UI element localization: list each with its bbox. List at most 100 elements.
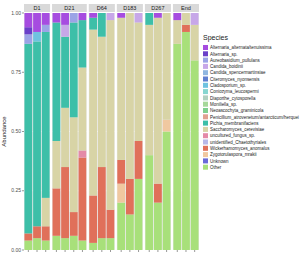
legend-label: Candida_spencermartinsiae <box>210 70 266 75</box>
y-tick <box>22 13 24 14</box>
legend-swatch <box>203 121 208 126</box>
legend-label: Coniozyma_leucospermi <box>210 89 259 94</box>
bars <box>145 13 170 250</box>
legend-swatch <box>203 133 208 138</box>
bar-segment <box>135 22 143 141</box>
bar-segment <box>42 241 50 250</box>
y-tick <box>22 250 24 251</box>
bar-segment <box>89 30 97 196</box>
bar-segment <box>135 179 143 250</box>
bar-segment <box>52 141 60 188</box>
bar-segment <box>126 13 134 179</box>
bar-segment <box>117 184 125 203</box>
panel-background <box>89 13 115 250</box>
bar-segment <box>145 13 153 25</box>
bar-segment <box>98 13 106 14</box>
bar-segment <box>145 25 153 155</box>
legend-label: Candida_boidinii <box>210 64 243 69</box>
bar-segment <box>182 13 190 25</box>
bar-segment <box>126 13 134 14</box>
x-tick <box>166 250 167 252</box>
bar-segment <box>117 203 125 250</box>
bars <box>24 13 49 250</box>
facet-strip <box>24 4 50 12</box>
bar-segment <box>191 60 199 250</box>
x-tick <box>93 250 94 252</box>
bar-segment <box>126 214 134 250</box>
bar-segment <box>42 198 50 226</box>
bar-segment <box>182 13 190 14</box>
x-tick <box>101 250 102 252</box>
chart: D1D21D64D183D267End0.000.250.500.751.00A… <box>0 0 300 266</box>
legend-label: Zygotorulaspora_mrakii <box>210 152 257 157</box>
legend-swatch <box>203 114 208 119</box>
bar-segment <box>70 236 78 250</box>
y-tick <box>22 72 24 73</box>
bar-segment <box>163 13 171 14</box>
bar-segment <box>163 120 171 132</box>
bar-segment <box>126 13 134 14</box>
bar-segment <box>98 13 106 14</box>
bar-segment <box>145 13 153 14</box>
bar-segment <box>135 13 143 14</box>
x-tick <box>177 250 178 252</box>
bar-segment <box>98 167 106 238</box>
bar-segment <box>182 13 190 14</box>
bar-segment <box>70 13 78 22</box>
y-tick-label: 1.00 <box>11 10 21 16</box>
bar-segment <box>182 13 190 14</box>
legend-label: Other <box>210 165 222 170</box>
bar-segment <box>98 13 106 14</box>
facet-label: D183 <box>123 5 136 11</box>
bar-segment <box>33 238 41 250</box>
panel-background <box>52 13 87 250</box>
bar-segment <box>182 13 190 14</box>
bar-segment <box>117 18 125 160</box>
bar-segment <box>42 25 50 32</box>
bar-segment <box>163 13 171 14</box>
bar-segment <box>182 13 190 14</box>
facet-strip <box>52 4 87 12</box>
bar-segment <box>33 226 41 238</box>
facet-label: D1 <box>34 5 41 11</box>
bar-segment <box>163 13 171 14</box>
bar-segment <box>98 13 106 14</box>
bar-segment <box>154 18 162 184</box>
bar-segment <box>98 238 106 250</box>
bar-segment <box>163 13 171 120</box>
bar-segment <box>126 13 134 14</box>
facet-strip <box>145 4 171 12</box>
legend-label: Citeromyces_nyonsensis <box>210 77 260 82</box>
x-tick <box>121 250 122 252</box>
x-tick <box>194 250 195 252</box>
y-tick <box>22 131 24 132</box>
x-tick <box>157 250 158 252</box>
bar-segment <box>126 13 134 14</box>
bar-segment <box>89 243 97 250</box>
legend-swatch <box>203 77 208 82</box>
legend-swatch <box>203 51 208 56</box>
bar-segment <box>182 13 190 14</box>
bar-segment <box>61 37 69 108</box>
legend-label: Cladosporium_sp. <box>210 83 246 88</box>
bar-segment <box>135 141 143 179</box>
x-tick <box>65 250 66 252</box>
bar-segment <box>98 13 106 14</box>
bar-segment <box>182 13 190 14</box>
bar-segment <box>163 13 171 14</box>
bar-segment <box>107 13 115 20</box>
bar-segment <box>135 13 143 14</box>
bar-segment <box>191 13 199 14</box>
legend-swatch <box>203 64 208 69</box>
bar-segment <box>173 20 181 44</box>
bar-segment <box>135 13 143 14</box>
bar-segment <box>154 13 162 18</box>
legend-label: Neoascochyta_graminicola <box>210 108 264 113</box>
legend-swatch <box>203 152 208 157</box>
bar-segment <box>70 212 78 236</box>
bar-segment <box>145 155 153 250</box>
bar-segment <box>182 13 190 14</box>
legend-swatch <box>203 58 208 63</box>
x-tick <box>110 250 111 252</box>
bars <box>52 13 86 250</box>
